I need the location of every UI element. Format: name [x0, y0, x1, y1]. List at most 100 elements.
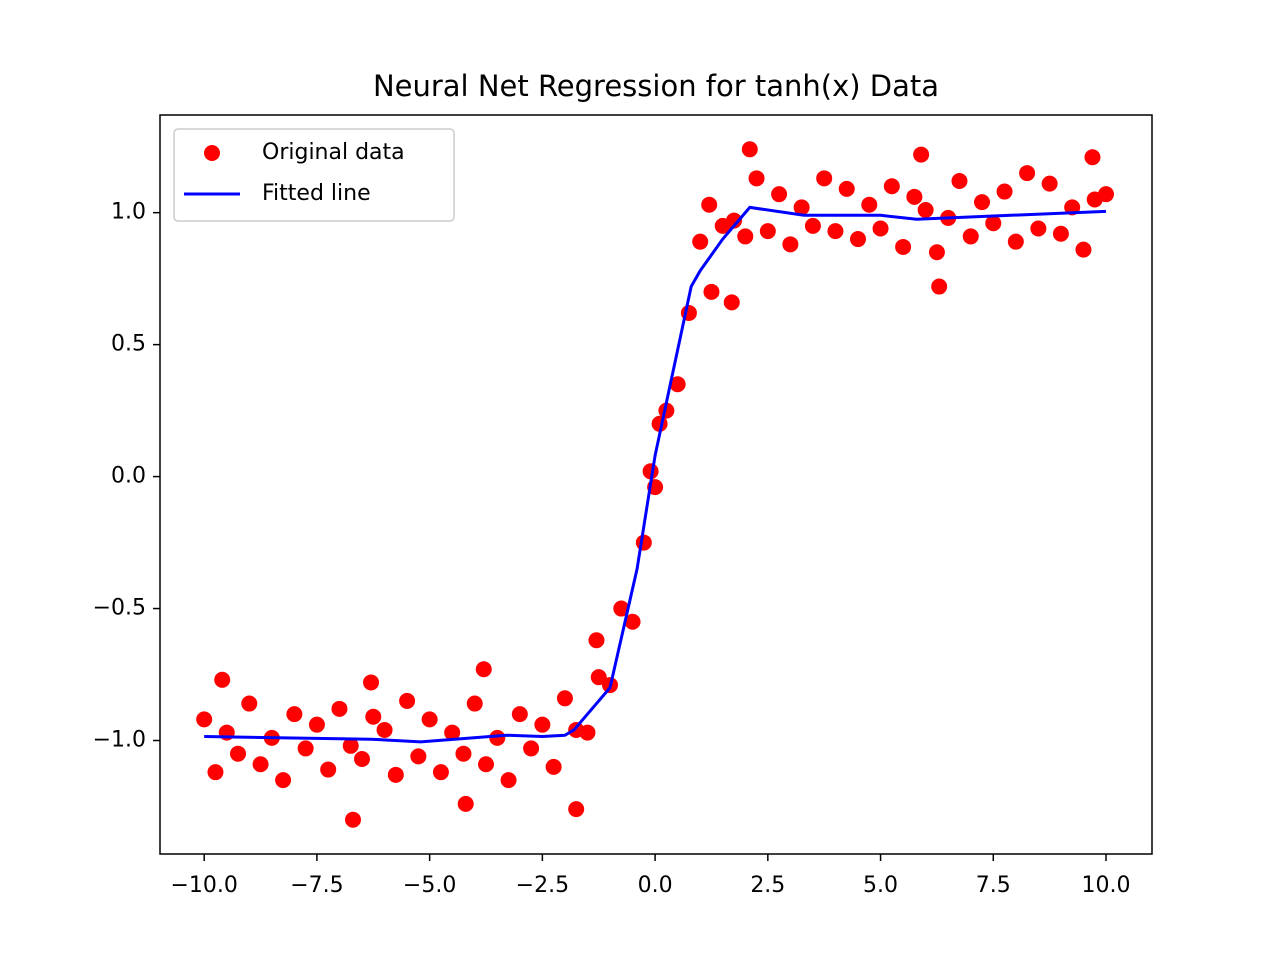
- data-point: [804, 217, 821, 234]
- data-point: [1075, 241, 1092, 258]
- legend-marker: [204, 145, 220, 161]
- data-point: [1030, 220, 1047, 237]
- data-point: [444, 724, 461, 741]
- data-point: [500, 772, 517, 789]
- data-point: [883, 178, 900, 195]
- data-point: [354, 750, 371, 767]
- data-point: [913, 146, 930, 163]
- data-point: [1019, 165, 1036, 182]
- data-point: [466, 695, 483, 712]
- x-tick-label: 2.5: [750, 873, 785, 898]
- data-point: [985, 215, 1002, 232]
- data-point: [613, 600, 630, 617]
- data-point: [363, 674, 380, 691]
- data-point: [308, 716, 325, 733]
- data-point: [928, 244, 945, 261]
- data-point: [365, 708, 382, 725]
- data-point: [432, 764, 449, 781]
- data-point: [331, 700, 348, 717]
- data-point: [1007, 233, 1024, 250]
- data-point: [275, 772, 292, 789]
- data-point: [230, 745, 247, 762]
- data-point: [838, 180, 855, 197]
- data-point: [207, 764, 224, 781]
- data-point: [951, 172, 968, 189]
- data-point: [850, 231, 867, 248]
- data-point: [748, 170, 765, 187]
- data-point: [252, 756, 269, 773]
- x-tick-label: 0.0: [638, 873, 673, 898]
- data-point: [196, 711, 213, 728]
- data-point: [816, 170, 833, 187]
- data-point: [895, 238, 912, 255]
- x-tick-label: 10.0: [1082, 873, 1131, 898]
- data-point: [635, 534, 652, 551]
- data-point: [534, 716, 551, 733]
- data-point: [478, 756, 495, 773]
- x-tick-label: 7.5: [976, 873, 1011, 898]
- data-point: [624, 613, 641, 630]
- data-point: [297, 740, 314, 757]
- data-point: [556, 690, 573, 707]
- x-tick-label: 5.0: [863, 873, 898, 898]
- y-tick-label: 1.0: [111, 200, 146, 225]
- data-point: [1052, 225, 1069, 242]
- plot-frame: [159, 114, 1153, 855]
- data-point: [489, 729, 506, 746]
- data-point: [872, 220, 889, 237]
- data-point: [692, 233, 709, 250]
- data-point: [771, 186, 788, 203]
- data-point: [1098, 186, 1115, 203]
- data-point: [701, 196, 718, 213]
- data-point: [737, 228, 754, 245]
- x-tick-label: −7.5: [290, 873, 343, 898]
- data-point: [376, 721, 393, 738]
- chart-title: Neural Net Regression for tanh(x) Data: [373, 69, 939, 103]
- data-point: [917, 202, 934, 219]
- x-tick-label: −2.5: [516, 873, 569, 898]
- data-point: [726, 212, 743, 229]
- data-point: [511, 706, 528, 723]
- data-point: [669, 376, 686, 393]
- data-point: [1041, 175, 1058, 192]
- data-point: [1084, 149, 1101, 166]
- data-point: [741, 141, 758, 158]
- data-point: [214, 671, 231, 688]
- data-point: [568, 801, 585, 818]
- data-point: [455, 745, 472, 762]
- legend-box: [173, 128, 455, 222]
- data-point: [723, 294, 740, 311]
- data-point: [931, 278, 948, 295]
- data-point: [962, 228, 979, 245]
- data-point: [588, 632, 605, 649]
- data-point: [241, 695, 258, 712]
- y-tick-label: −1.0: [93, 728, 146, 753]
- data-point: [286, 706, 303, 723]
- data-point: [759, 223, 776, 240]
- data-point: [590, 669, 607, 686]
- data-point: [782, 236, 799, 253]
- data-point: [861, 196, 878, 213]
- data-point: [974, 194, 991, 211]
- y-tick-label: 0.5: [111, 332, 146, 357]
- data-point: [827, 223, 844, 240]
- data-point: [703, 283, 720, 300]
- legend-label: Original data: [262, 140, 405, 165]
- y-tick-label: −0.5: [93, 596, 146, 621]
- data-point: [344, 811, 361, 828]
- data-point: [387, 766, 404, 783]
- plot-area: [196, 141, 1115, 828]
- data-point: [906, 188, 923, 205]
- data-point: [996, 183, 1013, 200]
- data-point: [421, 711, 438, 728]
- data-point: [793, 199, 810, 216]
- legend-label: Fitted line: [262, 181, 371, 206]
- data-point: [475, 661, 492, 678]
- data-point: [342, 737, 359, 754]
- x-tick-label: −10.0: [170, 873, 237, 898]
- data-point: [399, 692, 416, 709]
- data-point: [410, 748, 427, 765]
- data-point: [320, 761, 337, 778]
